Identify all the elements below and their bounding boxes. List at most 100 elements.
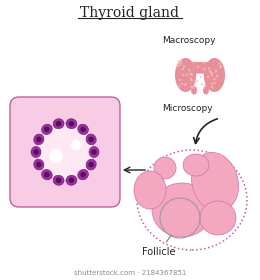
Ellipse shape bbox=[42, 124, 52, 134]
Ellipse shape bbox=[86, 159, 96, 170]
Circle shape bbox=[188, 69, 190, 71]
Ellipse shape bbox=[66, 175, 77, 185]
Circle shape bbox=[211, 83, 213, 85]
Circle shape bbox=[180, 60, 182, 62]
Ellipse shape bbox=[78, 124, 88, 134]
Circle shape bbox=[179, 79, 181, 81]
Ellipse shape bbox=[175, 58, 196, 92]
Text: Follicle: Follicle bbox=[142, 235, 176, 257]
Circle shape bbox=[183, 65, 185, 67]
Circle shape bbox=[200, 76, 202, 78]
Circle shape bbox=[213, 82, 216, 84]
Ellipse shape bbox=[78, 169, 88, 180]
Ellipse shape bbox=[34, 159, 44, 170]
Circle shape bbox=[215, 70, 217, 73]
Circle shape bbox=[179, 63, 181, 66]
Circle shape bbox=[211, 74, 213, 76]
Ellipse shape bbox=[191, 86, 197, 95]
Circle shape bbox=[194, 81, 196, 83]
Circle shape bbox=[191, 73, 193, 76]
FancyBboxPatch shape bbox=[190, 62, 210, 74]
Circle shape bbox=[91, 149, 97, 155]
Circle shape bbox=[190, 85, 192, 88]
Circle shape bbox=[203, 62, 205, 64]
FancyBboxPatch shape bbox=[10, 97, 120, 207]
Circle shape bbox=[186, 73, 188, 76]
Ellipse shape bbox=[200, 201, 236, 235]
Ellipse shape bbox=[31, 146, 41, 158]
Text: Macroscopy: Macroscopy bbox=[162, 36, 216, 45]
Ellipse shape bbox=[203, 86, 209, 95]
Circle shape bbox=[190, 73, 192, 75]
Circle shape bbox=[191, 87, 194, 89]
Circle shape bbox=[36, 162, 42, 167]
Circle shape bbox=[204, 83, 206, 86]
Circle shape bbox=[177, 65, 179, 67]
Circle shape bbox=[88, 162, 94, 167]
Circle shape bbox=[193, 61, 196, 63]
Circle shape bbox=[211, 86, 213, 88]
Circle shape bbox=[208, 67, 210, 69]
Circle shape bbox=[80, 127, 86, 132]
Ellipse shape bbox=[53, 119, 64, 129]
Circle shape bbox=[88, 137, 94, 142]
Circle shape bbox=[216, 75, 218, 77]
Circle shape bbox=[36, 137, 42, 142]
Circle shape bbox=[193, 85, 195, 87]
Circle shape bbox=[204, 84, 206, 87]
Text: Colloid: Colloid bbox=[18, 115, 53, 144]
Circle shape bbox=[44, 127, 50, 132]
Ellipse shape bbox=[183, 154, 209, 176]
Circle shape bbox=[203, 87, 205, 89]
Text: shutterstock.com · 2184367851: shutterstock.com · 2184367851 bbox=[74, 270, 186, 276]
Circle shape bbox=[180, 61, 182, 63]
Ellipse shape bbox=[152, 183, 212, 237]
Ellipse shape bbox=[37, 125, 93, 179]
Ellipse shape bbox=[42, 169, 52, 180]
Ellipse shape bbox=[154, 157, 176, 179]
Ellipse shape bbox=[134, 171, 166, 209]
Circle shape bbox=[184, 84, 186, 86]
Circle shape bbox=[213, 78, 216, 80]
Circle shape bbox=[80, 172, 86, 178]
Circle shape bbox=[182, 74, 184, 76]
Circle shape bbox=[219, 65, 222, 67]
Circle shape bbox=[69, 178, 74, 183]
Circle shape bbox=[189, 73, 191, 75]
Circle shape bbox=[182, 68, 184, 70]
Circle shape bbox=[209, 70, 211, 72]
Circle shape bbox=[191, 79, 193, 81]
Circle shape bbox=[196, 80, 198, 82]
Ellipse shape bbox=[89, 146, 99, 158]
Circle shape bbox=[178, 62, 180, 64]
Text: Follicular cell: Follicular cell bbox=[10, 171, 74, 188]
Circle shape bbox=[201, 83, 203, 85]
Ellipse shape bbox=[34, 134, 44, 145]
Circle shape bbox=[190, 78, 192, 80]
Circle shape bbox=[178, 85, 180, 87]
Circle shape bbox=[69, 121, 74, 127]
Circle shape bbox=[210, 72, 213, 74]
Circle shape bbox=[71, 140, 81, 150]
Circle shape bbox=[44, 172, 50, 178]
Circle shape bbox=[207, 76, 209, 78]
Ellipse shape bbox=[86, 134, 96, 145]
Ellipse shape bbox=[53, 175, 64, 185]
Circle shape bbox=[56, 121, 61, 127]
Circle shape bbox=[185, 83, 187, 85]
Text: Thyroid gland: Thyroid gland bbox=[81, 6, 179, 20]
Circle shape bbox=[181, 83, 183, 85]
Circle shape bbox=[33, 149, 39, 155]
Ellipse shape bbox=[204, 58, 225, 92]
Ellipse shape bbox=[191, 152, 238, 212]
Circle shape bbox=[49, 149, 63, 163]
Circle shape bbox=[178, 60, 180, 62]
Circle shape bbox=[220, 66, 222, 68]
Circle shape bbox=[203, 68, 206, 70]
Ellipse shape bbox=[66, 119, 77, 129]
Circle shape bbox=[197, 66, 199, 68]
Circle shape bbox=[56, 178, 61, 183]
Circle shape bbox=[209, 71, 211, 73]
Circle shape bbox=[218, 62, 220, 65]
Text: Microscopy: Microscopy bbox=[162, 104, 213, 113]
